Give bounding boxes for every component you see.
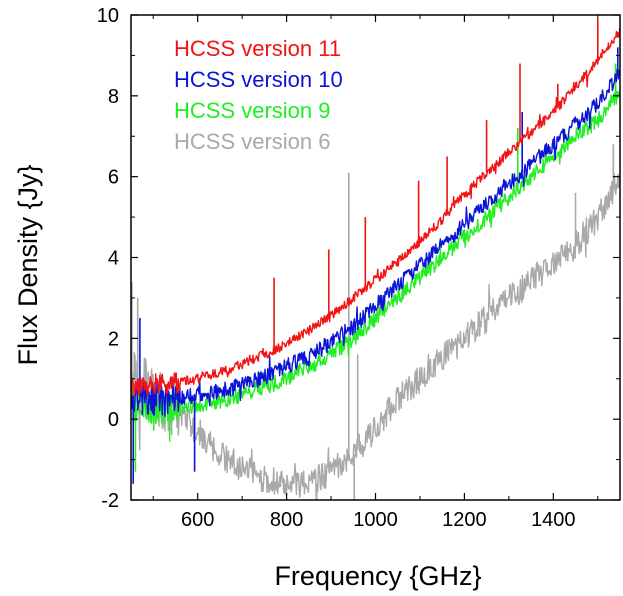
legend-hcss-version-6: HCSS version 6 [174, 129, 331, 154]
y-tick-label: -2 [101, 490, 119, 512]
legend: HCSS version 11 HCSS version 10 HCSS versi… [174, 36, 343, 154]
hcss-version-9-line [131, 88, 620, 442]
tick-layer: 600 800 1000 1200 1400 -2 0 2 4 6 8 10 [97, 5, 620, 531]
y-axis-title: Flux Density {Jy} [13, 164, 43, 365]
x-axis-title: Frequency {GHz} [274, 561, 481, 591]
y-tick-label: 6 [108, 167, 119, 189]
legend-hcss-version-10: HCSS version 10 [174, 67, 343, 92]
x-tick-label: 1400 [531, 509, 576, 531]
hcss-version-10-line [131, 67, 620, 417]
legend-hcss-version-11: HCSS version 11 [174, 36, 341, 61]
x-tick-label: 1200 [442, 509, 487, 531]
y-tick-label: 10 [97, 5, 119, 27]
hcss-version-11-line [131, 28, 620, 398]
x-tick-label: 1000 [353, 509, 398, 531]
series-layer [131, 19, 620, 500]
hcss-version-6-line [131, 173, 620, 500]
y-tick-label: 2 [108, 328, 119, 350]
y-tick-label: 8 [108, 86, 119, 108]
x-tick-label: 800 [270, 509, 303, 531]
x-tick-label: 600 [181, 509, 214, 531]
y-tick-label: 4 [108, 248, 119, 270]
y-tick-label: 0 [108, 409, 119, 431]
legend-hcss-version-9: HCSS version 9 [174, 98, 331, 123]
